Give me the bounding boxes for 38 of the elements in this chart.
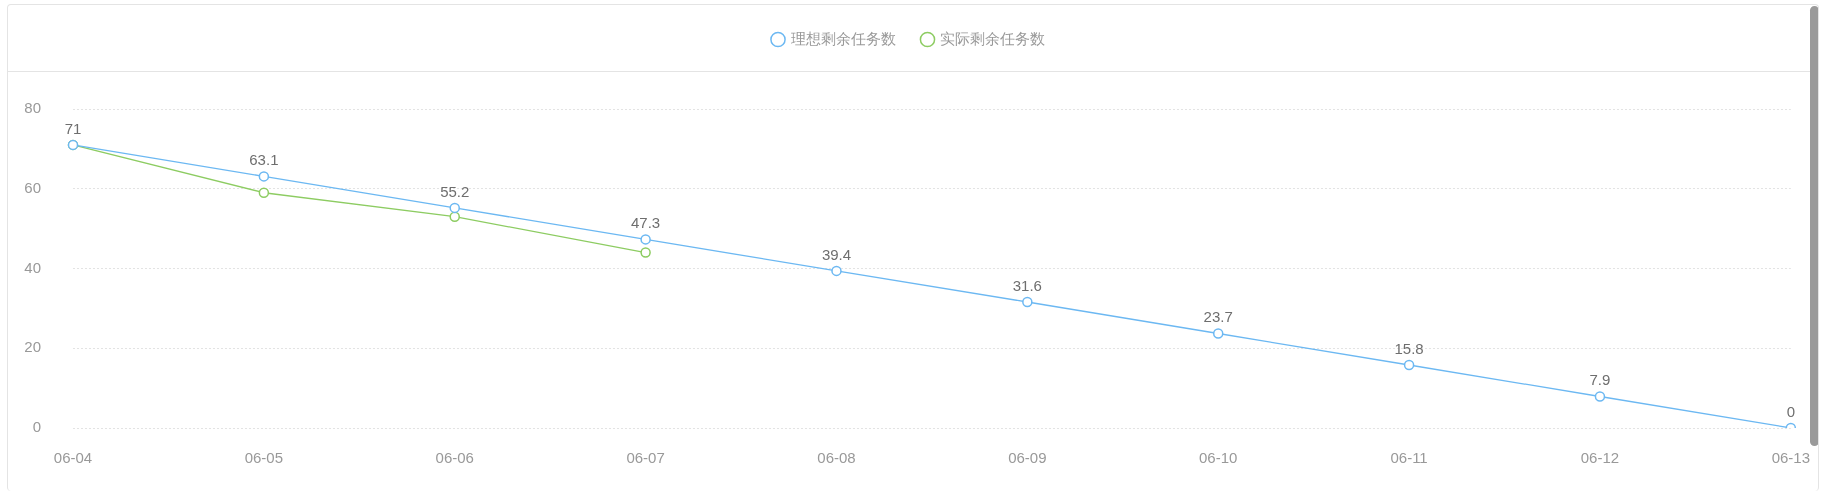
y-tick-label: 40 [24, 258, 41, 276]
point [640, 234, 651, 245]
point [258, 187, 270, 198]
legend-label: 理想剩余任务数 [790, 29, 896, 47]
x-tick-label: 06-06 [435, 449, 474, 467]
y-tick-label: 80 [24, 99, 41, 117]
data-label: 63.1 [249, 151, 279, 169]
point [449, 202, 460, 214]
x-tick-label: 06-07 [626, 449, 665, 467]
point [1022, 296, 1033, 308]
point [1403, 359, 1415, 371]
point [449, 211, 460, 222]
y-tick-label: 20 [24, 338, 41, 356]
y-tick-label: 60 [24, 178, 41, 196]
x-tick-label: 06-13 [1771, 449, 1811, 467]
x-tick-label: 06-10 [1199, 449, 1238, 467]
point [640, 247, 651, 258]
data-label: 0 [1786, 403, 1795, 420]
x-tick-label: 06-08 [817, 449, 856, 467]
data-label: 7.9 [1589, 371, 1611, 389]
x-tick-label: 06-05 [244, 449, 284, 467]
data-label: 39.4 [821, 245, 852, 263]
point [1212, 328, 1224, 339]
data-label: 31.6 [1012, 276, 1042, 294]
point [1594, 391, 1606, 402]
data-label: 23.7 [1203, 308, 1233, 326]
y-tick-label: 0 [32, 418, 41, 436]
point [831, 265, 842, 277]
x-tick-label: 06-09 [1008, 449, 1047, 467]
point [258, 171, 270, 182]
legend-label: 实际剩余任务数 [940, 29, 1045, 47]
data-label: 55.2 [440, 182, 470, 200]
data-label: 15.8 [1394, 340, 1424, 357]
x-tick-label: 06-04 [53, 449, 93, 467]
x-tick-label: 06-11 [1390, 449, 1428, 467]
data-label: 47.3 [631, 214, 661, 232]
data-label: 71 [64, 119, 82, 137]
x-tick-label: 06-12 [1580, 449, 1620, 467]
